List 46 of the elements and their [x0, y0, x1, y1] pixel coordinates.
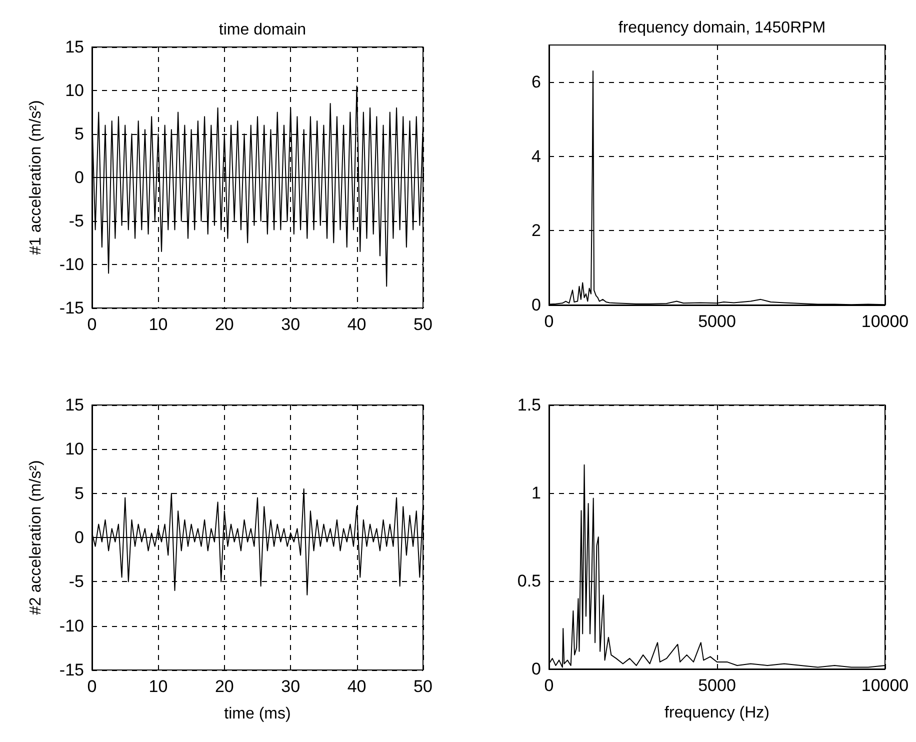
x-tick-label: 40: [347, 315, 366, 334]
y-tick-label: 0: [532, 660, 541, 678]
y-tick-label: -10: [59, 616, 84, 636]
y-tick-label: 4: [532, 146, 541, 166]
x-tick-label: 30: [281, 315, 300, 334]
x-tick-label: 5000: [698, 676, 736, 695]
chart-title: frequency domain, 1450RPM: [618, 20, 826, 36]
x-tick-label: 50: [414, 315, 432, 334]
chart-title: time domain: [218, 22, 306, 38]
x-tick-label: 0: [544, 676, 554, 695]
x-tick-label: 20: [214, 677, 234, 696]
y-tick-label: 0.5: [517, 572, 541, 590]
y-tick-label: 0: [532, 296, 541, 314]
x-tick-label: 10000: [861, 312, 909, 331]
y-tick-label: 5: [74, 124, 84, 144]
y-tick-label: 15: [65, 396, 84, 414]
x-tick-label: 40: [347, 677, 366, 696]
y-tick-label: 1: [532, 484, 541, 502]
x-axis-title: time (ms): [224, 706, 291, 722]
y-tick-label: 0: [74, 528, 84, 547]
y-tick-label: -15: [59, 298, 84, 318]
x-tick-label: 0: [87, 677, 97, 696]
x-tick-label: 50: [414, 677, 432, 696]
y-tick-label: -15: [59, 660, 84, 680]
y-tick-label: -5: [68, 572, 84, 592]
y-tick-label: -5: [68, 212, 84, 230]
x-axis-title: frequency (Hz): [664, 704, 770, 722]
y-tick-label: 5: [74, 484, 84, 503]
x-tick-label: 5000: [698, 312, 736, 331]
y-tick-label: 1.5: [517, 396, 541, 414]
y-tick-label: 10: [65, 440, 84, 459]
x-tick-label: 10: [148, 677, 168, 696]
x-tick-label: 10: [148, 315, 168, 334]
x-tick-label: 0: [544, 312, 554, 331]
x-tick-label: 30: [281, 677, 300, 696]
y-tick-label: 10: [65, 81, 84, 100]
x-tick-label: 20: [214, 315, 234, 334]
y-tick-label: -10: [59, 255, 84, 274]
x-tick-label: 0: [87, 315, 97, 334]
y-axis-title: #2 acceleration (m/s²): [28, 460, 44, 615]
y-tick-label: 6: [532, 72, 541, 92]
y-axis-title: #1 acceleration (m/s²): [28, 100, 44, 255]
y-tick-label: 15: [65, 38, 84, 56]
x-tick-label: 10000: [861, 676, 909, 695]
y-tick-label: 2: [532, 221, 541, 240]
y-tick-label: 0: [74, 168, 84, 187]
